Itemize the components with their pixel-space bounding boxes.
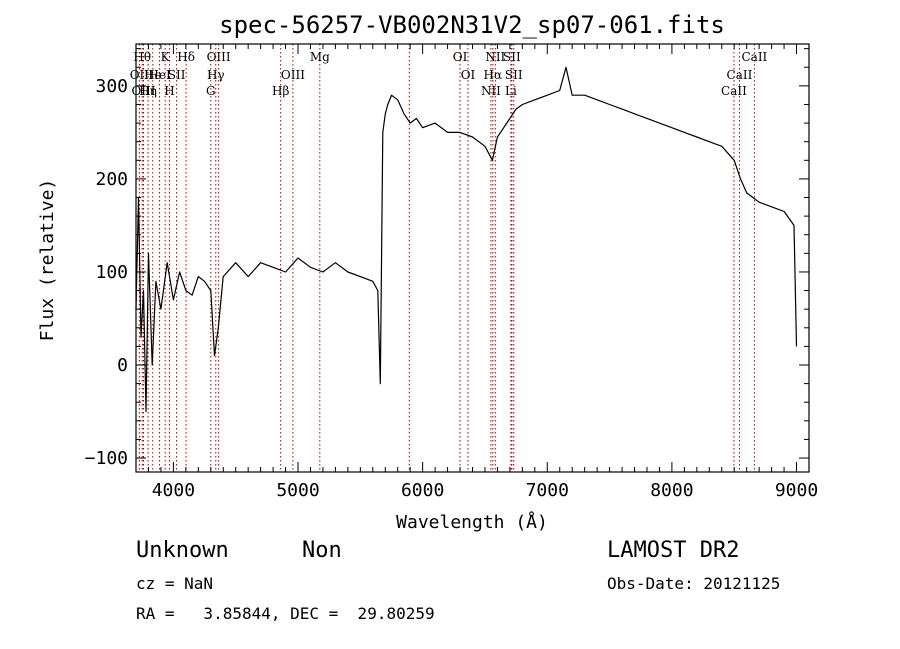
spectrum-series-line-0 xyxy=(135,66,798,413)
spectral-line-label-8: SII xyxy=(168,68,186,82)
data-layer xyxy=(135,66,798,413)
spectral-line-label-18: OI xyxy=(461,68,476,82)
spectral-line-label-10: G xyxy=(206,84,216,98)
object-class: Unknown xyxy=(136,538,229,563)
spectral-line-label-24: SII xyxy=(505,68,523,82)
x-tick-label: 9000 xyxy=(775,480,818,501)
y-axis-label: Flux (relative) xyxy=(37,179,58,342)
x-tick-label: 8000 xyxy=(650,480,693,501)
y-tick-label: 300 xyxy=(95,76,128,97)
spectral-line-label-12: OIII xyxy=(207,50,231,64)
spectral-line-label-1: Hθ xyxy=(133,50,151,64)
spectral-line-label-19: NII xyxy=(481,84,501,98)
spectral-line-label-20: Hα xyxy=(484,68,503,82)
y-tick-label: 0 xyxy=(117,355,128,376)
y-tick-label: 200 xyxy=(95,169,128,190)
spectral-line-label-13: Hβ xyxy=(272,84,289,98)
spectral-line-label-5: HeI xyxy=(148,68,171,82)
spectral-line-label-4: He xyxy=(144,68,162,82)
survey-name: LAMOST DR2 xyxy=(607,538,740,563)
spectral-line-label-6: K xyxy=(161,50,171,64)
y-tick-label: 100 xyxy=(95,262,128,283)
spectral-line-label-11: Hγ xyxy=(207,68,225,82)
spectral-line-label-21: NII xyxy=(485,50,505,64)
spectral-line-label-26: CaII xyxy=(727,68,753,82)
spectral-line-label-15: Mg xyxy=(310,50,330,64)
spectral-line-label-23: SII xyxy=(503,50,521,64)
spectral-line-label-7: H xyxy=(164,84,174,98)
plot-frame xyxy=(135,43,810,473)
spectral-line-label-14: OIII xyxy=(281,68,305,82)
y-tick-label: −100 xyxy=(85,448,128,469)
x-axis-label: Wavelength (Å) xyxy=(396,511,548,533)
spectral-line-label-27: CaII xyxy=(741,50,767,64)
x-tick-label: 7000 xyxy=(526,480,569,501)
chart-title: spec-56257-VB002N31V2_sp07-061.fits xyxy=(219,11,725,39)
spectral-line-label-2: OIII xyxy=(131,84,155,98)
obs-date-text: Obs-Date: 20121125 xyxy=(607,574,781,593)
spectral-line-label-3: Hη xyxy=(139,84,157,98)
spectral-line-label-0: OII xyxy=(130,68,150,82)
spectral-line-label-22: Li xyxy=(505,84,517,98)
x-tick-label: 4000 xyxy=(152,480,195,501)
object-subclass: Non xyxy=(302,538,342,563)
spectral-line-label-9: Hδ xyxy=(177,50,195,64)
redshift-text: cz = NaN xyxy=(136,574,214,593)
ticks-layer: 4000 5000 6000 7000 8000 9000 −100 0 100 200 300 xyxy=(85,44,818,501)
coordinates-text: RA = 3.85844, DEC = 29.80259 xyxy=(136,604,435,623)
x-tick-label: 5000 xyxy=(276,480,319,501)
spectral-line-label-17: OI xyxy=(453,50,468,64)
spectral-line-label-25: CaII xyxy=(721,84,747,98)
spectral-lines-layer xyxy=(138,44,755,472)
x-tick-label: 6000 xyxy=(401,480,444,501)
